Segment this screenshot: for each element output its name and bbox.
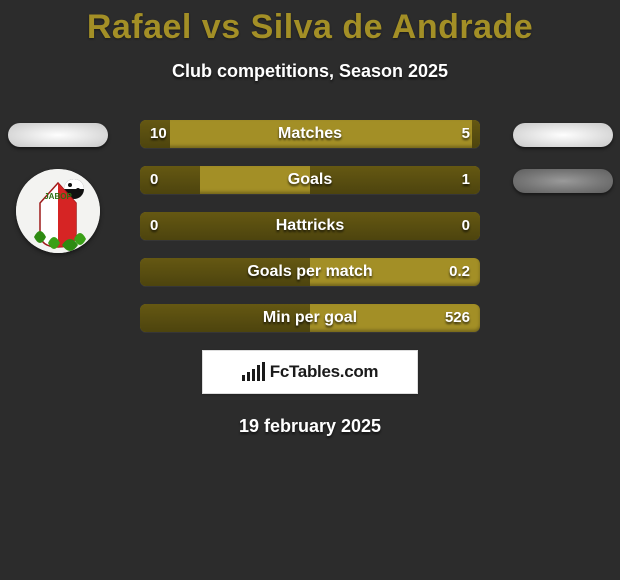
club-badge: JABOP — [16, 169, 100, 253]
page-title: Rafael vs Silva de Andrade — [0, 0, 620, 47]
page-subtitle: Club competitions, Season 2025 — [0, 61, 620, 82]
stat-label: Goals — [140, 166, 480, 194]
stat-row: 105Matches — [140, 120, 480, 148]
stat-row: 526Min per goal — [140, 304, 480, 332]
stat-label: Min per goal — [140, 304, 480, 332]
stat-label: Hattricks — [140, 212, 480, 240]
logo-bars-icon — [242, 363, 265, 381]
right-player-column — [505, 123, 620, 215]
stat-row: 00Hattricks — [140, 212, 480, 240]
source-logo: FcTables.com — [202, 350, 418, 394]
logo-text: FcTables.com — [270, 362, 379, 382]
stat-row: 0.2Goals per match — [140, 258, 480, 286]
player-pill — [513, 169, 613, 193]
stat-label: Goals per match — [140, 258, 480, 286]
player-pill — [8, 123, 108, 147]
stat-row: 01Goals — [140, 166, 480, 194]
stat-rows: 105Matches 01Goals 00Hattricks 0.2Goals per… — [140, 120, 480, 332]
comparison-infographic: Rafael vs Silva de Andrade Club competit… — [0, 0, 620, 580]
snapshot-date: 19 february 2025 — [0, 416, 620, 437]
left-player-column: JABOP — [0, 123, 115, 253]
stat-label: Matches — [140, 120, 480, 148]
player-pill — [513, 123, 613, 147]
svg-text:JABOP: JABOP — [44, 192, 72, 201]
